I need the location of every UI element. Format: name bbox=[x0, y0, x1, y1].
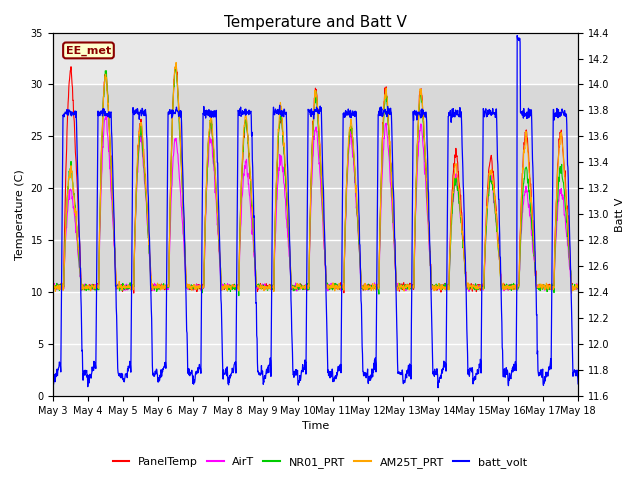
Text: EE_met: EE_met bbox=[66, 45, 111, 56]
Title: Temperature and Batt V: Temperature and Batt V bbox=[224, 15, 407, 30]
Y-axis label: Batt V: Batt V bbox=[615, 197, 625, 231]
Bar bbox=[52, 84, 578, 292]
Legend: PanelTemp, AirT, NR01_PRT, AM25T_PRT, batt_volt: PanelTemp, AirT, NR01_PRT, AM25T_PRT, ba… bbox=[108, 452, 532, 472]
X-axis label: Time: Time bbox=[302, 421, 329, 432]
Y-axis label: Temperature (C): Temperature (C) bbox=[15, 169, 25, 260]
